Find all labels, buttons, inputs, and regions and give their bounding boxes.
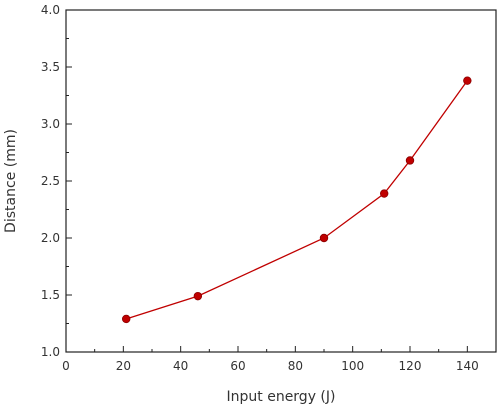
x-tick-label: 120 <box>399 359 422 373</box>
data-point <box>463 76 472 85</box>
y-tick-label: 1.0 <box>41 345 60 359</box>
plot-area <box>65 9 497 353</box>
y-tick-label: 3.0 <box>41 117 60 131</box>
y-tick-label: 3.5 <box>41 60 60 74</box>
x-tick-label: 20 <box>116 359 131 373</box>
y-tick-label: 4.0 <box>41 3 60 17</box>
data-point <box>405 156 415 165</box>
plot-border <box>65 9 497 353</box>
series-line <box>126 80 468 320</box>
y-axis: 1.0 1.5 2.0 2.5 3.0 3.5 4.0 <box>41 3 72 359</box>
x-tick-label: 60 <box>230 359 245 373</box>
x-axis-label: Input energy (J) <box>227 389 336 405</box>
data-point <box>121 314 131 324</box>
data-point <box>380 189 389 198</box>
y-axis-label: Distance (mm) <box>3 129 19 233</box>
x-tick-label: 100 <box>341 359 364 373</box>
x-tick-label: 0 <box>62 359 70 373</box>
y-tick-label: 2.5 <box>41 174 60 188</box>
x-tick-label: 140 <box>456 359 479 373</box>
y-tick-label: 1.5 <box>41 288 60 302</box>
data-point <box>319 233 329 243</box>
y-tick-label: 2.0 <box>41 231 60 245</box>
x-tick-label: 80 <box>288 359 303 373</box>
x-axis: 0 20 40 60 80 100 120 140 <box>62 346 479 373</box>
series-layer <box>121 76 472 324</box>
x-tick-label: 40 <box>173 359 188 373</box>
data-point <box>193 291 203 301</box>
